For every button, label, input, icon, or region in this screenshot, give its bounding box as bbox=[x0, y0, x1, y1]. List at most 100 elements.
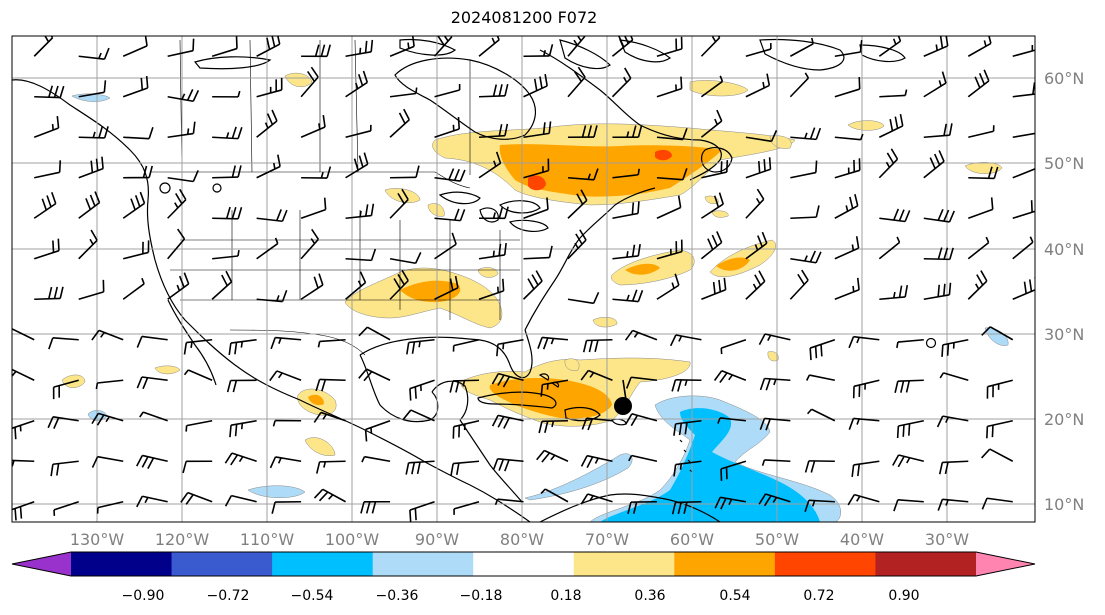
lat-label: 20°N bbox=[1044, 410, 1084, 429]
wind-barb-flag bbox=[95, 158, 99, 171]
wind-barb-flag bbox=[492, 212, 496, 219]
wind-barb-flag bbox=[232, 380, 238, 393]
wind-barb-flag bbox=[637, 201, 640, 214]
wind-barb-flag bbox=[411, 462, 416, 475]
wind-barb bbox=[408, 338, 435, 344]
wind-barb-flag bbox=[264, 122, 269, 129]
wind-barb bbox=[142, 454, 168, 463]
wind-barb-flag bbox=[728, 498, 733, 506]
wind-barb-flag bbox=[48, 286, 53, 299]
wind-barb-flag bbox=[320, 172, 324, 179]
wind-barb bbox=[123, 136, 150, 140]
wind-barb-flag bbox=[766, 73, 771, 86]
wind-barb bbox=[434, 176, 461, 182]
wind-barb bbox=[1012, 288, 1035, 300]
wind-barb-flag bbox=[944, 461, 949, 475]
wind-barb bbox=[811, 408, 836, 422]
wind-barb bbox=[320, 411, 346, 422]
wind-barb-flag bbox=[313, 412, 322, 423]
wind-barb-flag bbox=[411, 341, 416, 354]
wind-barb bbox=[167, 199, 187, 219]
wind-barb-flag bbox=[893, 291, 896, 299]
wind-barb-flag bbox=[978, 72, 986, 85]
wind-barb bbox=[12, 368, 35, 381]
wind-barb bbox=[986, 497, 1013, 503]
wind-barb-flag bbox=[548, 245, 553, 258]
wind-barb bbox=[33, 37, 54, 57]
wind-barb-flag bbox=[281, 209, 288, 222]
wind-barb-flag bbox=[573, 39, 579, 46]
wind-barb bbox=[567, 176, 594, 181]
wind-barb-flag bbox=[985, 236, 990, 243]
wind-barb-flag bbox=[453, 168, 460, 181]
colorbar-segment bbox=[272, 552, 374, 576]
wind-barb-flag bbox=[405, 462, 410, 475]
wind-barb-flag bbox=[987, 166, 993, 179]
lon-label: 70°W bbox=[585, 530, 629, 549]
wind-barb-flag bbox=[718, 192, 724, 205]
wind-barb bbox=[523, 132, 550, 139]
wind-barb-flag bbox=[623, 76, 628, 83]
wind-barb-flag bbox=[103, 80, 107, 93]
wind-barb bbox=[97, 455, 124, 463]
contour-redorange-canada-1 bbox=[528, 175, 546, 191]
wind-barb bbox=[142, 411, 168, 422]
wind-barb-flag bbox=[178, 275, 185, 288]
wind-barb-flag bbox=[677, 379, 682, 392]
wind-barb bbox=[897, 379, 924, 382]
wind-barb-flag bbox=[631, 202, 635, 215]
wind-barb-flag bbox=[409, 510, 412, 522]
wind-barb-flag bbox=[886, 152, 895, 164]
wind-barb bbox=[721, 370, 747, 381]
wind-barb bbox=[434, 287, 459, 300]
wind-barb bbox=[942, 460, 969, 464]
colorbar-segment bbox=[774, 552, 876, 576]
wind-barb-flag bbox=[848, 336, 855, 349]
wind-barb bbox=[231, 494, 257, 503]
wind-barb bbox=[434, 243, 457, 260]
wind-barb-flag bbox=[3, 328, 11, 337]
wind-barb-flag bbox=[810, 460, 816, 473]
wind-barb-flag bbox=[550, 454, 556, 461]
wind-barb-flag bbox=[637, 125, 643, 138]
colorbar-segment bbox=[875, 552, 977, 576]
wind-barb bbox=[497, 498, 524, 503]
wind-barb-flag bbox=[498, 124, 503, 137]
wind-barb-flag bbox=[237, 165, 242, 178]
wind-barb-flag bbox=[894, 116, 899, 129]
wind-barb-flag bbox=[536, 450, 545, 461]
wind-barb-flag bbox=[504, 83, 509, 97]
wind-barb bbox=[854, 493, 880, 503]
wind-barb-flag bbox=[848, 418, 855, 430]
wind-barb-flag bbox=[355, 82, 359, 89]
wind-barb-flag bbox=[497, 374, 505, 386]
wind-barb-flag bbox=[266, 37, 271, 50]
wind-barb bbox=[256, 217, 283, 223]
wind-barb-flag bbox=[192, 90, 200, 102]
wind-barb-flag bbox=[176, 284, 181, 291]
wind-barb-flag bbox=[543, 49, 547, 57]
wind-barb bbox=[588, 369, 613, 381]
wind-barb bbox=[541, 419, 568, 423]
wind-barb-flag bbox=[933, 153, 941, 166]
wind-barb-flag bbox=[893, 208, 900, 221]
wind-barb-flag bbox=[671, 502, 677, 515]
wind-barb-flag bbox=[328, 494, 334, 500]
wind-barb-flag bbox=[462, 380, 466, 387]
wind-barb bbox=[122, 283, 145, 300]
wind-barb-flag bbox=[277, 154, 281, 167]
wind-barb-flag bbox=[669, 334, 677, 347]
wind-barb-flag bbox=[541, 452, 551, 463]
wind-barb-flag bbox=[89, 238, 94, 245]
wind-barb bbox=[853, 417, 880, 422]
wind-barb bbox=[497, 457, 524, 463]
wind-barb bbox=[656, 87, 682, 98]
wind-barb-flag bbox=[885, 161, 891, 168]
wind-barb bbox=[879, 296, 906, 301]
wind-barb-flag bbox=[397, 192, 405, 205]
wind-barb-flag bbox=[893, 499, 899, 512]
wind-barb bbox=[1012, 132, 1035, 139]
wind-barb bbox=[612, 173, 639, 179]
wind-barb bbox=[764, 459, 791, 463]
